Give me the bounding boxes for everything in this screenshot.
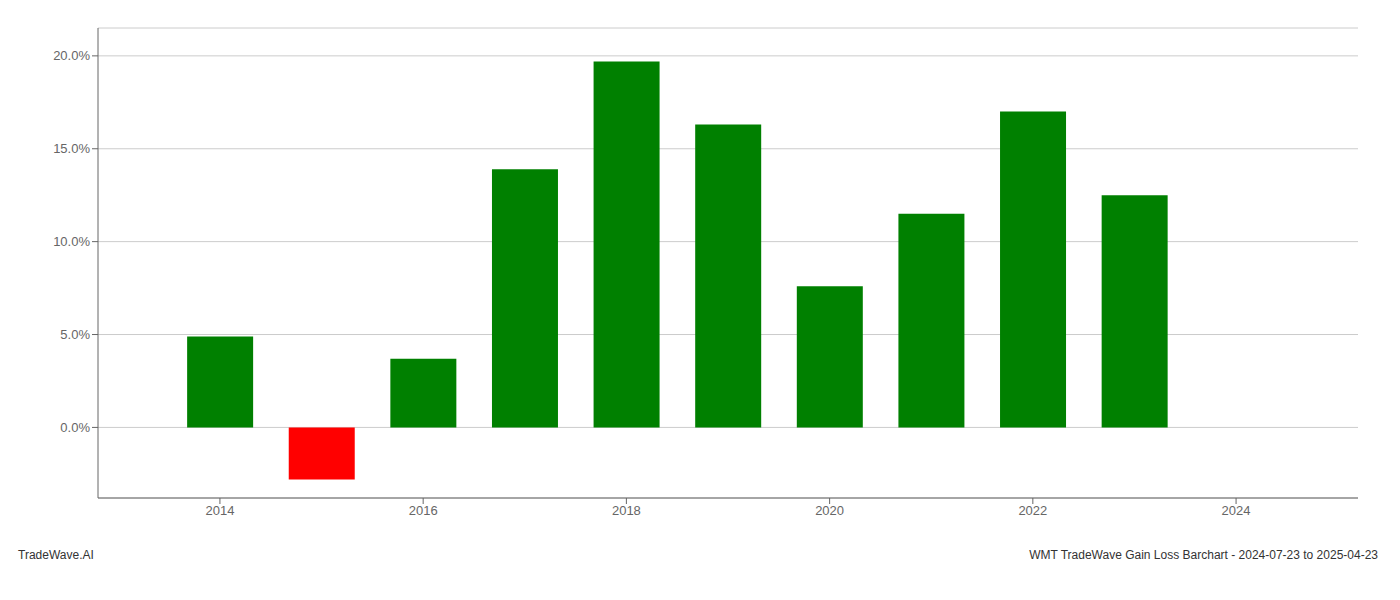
svg-text:2020: 2020 [815,503,844,518]
svg-text:2018: 2018 [612,503,641,518]
html-text:WMT TradeWave Gain Loss Barcha: WMT TradeWave Gain Loss Barchart - 2024-… [1029,548,1378,562]
svg-text:5.0%: 5.0% [60,327,90,342]
svg-text:2024: 2024 [1222,503,1251,518]
svg-text:2014: 2014 [205,503,234,518]
svg-text:20.0%: 20.0% [53,48,90,63]
svg-text:15.0%: 15.0% [53,141,90,156]
svg-text:2022: 2022 [1018,503,1047,518]
svg-text:0.0%: 0.0% [60,420,90,435]
svg-text:10.0%: 10.0% [53,234,90,249]
html-text:TradeWave.AI: TradeWave.AI [18,548,94,562]
svg-text:2016: 2016 [409,503,438,518]
